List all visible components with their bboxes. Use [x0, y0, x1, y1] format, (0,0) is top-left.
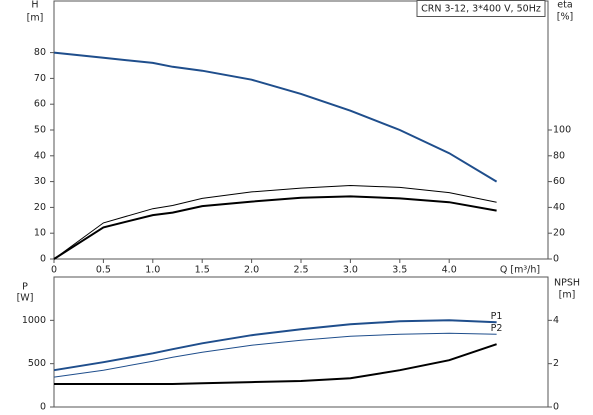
- x-tick-label: 2.5: [293, 265, 308, 276]
- y2-tick-label: 20: [553, 228, 565, 239]
- annotation: CRN 3-12, 3*400 V, 50Hz: [421, 4, 541, 15]
- y-tick-label: 500: [28, 358, 46, 369]
- y2-tick-label: 100: [553, 125, 571, 136]
- y-tick-label: 80: [34, 47, 46, 58]
- x-tick-label: 0: [51, 265, 57, 276]
- x-tick-label: 3.0: [343, 265, 358, 276]
- x-axis-label: Q [m³/h]: [500, 265, 540, 276]
- series-line: [53, 51, 498, 183]
- y-tick-label: 50: [34, 125, 46, 136]
- y2-tick-label: 0: [553, 254, 559, 265]
- y-axis-label: [m]: [27, 13, 44, 24]
- y-tick-label: 70: [34, 73, 46, 84]
- series-line: [53, 319, 497, 372]
- x-tick-label: 3.5: [392, 265, 407, 276]
- series-line: [53, 332, 497, 378]
- series-label: P1: [491, 311, 503, 322]
- y2-tick-label: 60: [553, 176, 565, 187]
- x-tick-label: 1.0: [145, 265, 160, 276]
- series-line: [54, 343, 497, 385]
- y-axis-label: H: [31, 0, 38, 11]
- y2-tick-label: 0: [553, 402, 559, 413]
- x-tick-label: 1.5: [195, 265, 210, 276]
- x-tick-label: 2.0: [244, 265, 259, 276]
- series-line: [53, 184, 497, 260]
- y-tick-label: 40: [34, 150, 46, 161]
- y2-axis-label: [%]: [557, 12, 573, 23]
- series-label: P2: [491, 323, 503, 334]
- series-line: [53, 195, 497, 260]
- y2-tick-label: 2: [553, 358, 559, 369]
- x-tick-label: 4.0: [442, 265, 457, 276]
- y2-tick-label: 4: [553, 315, 559, 326]
- y2-axis-label: NPSH: [554, 278, 580, 289]
- x-tick-label: 0.5: [96, 265, 111, 276]
- y2-axis-label: eta: [557, 0, 572, 11]
- y-tick-label: 10: [34, 228, 46, 239]
- y-tick-label: 0: [40, 402, 46, 413]
- y-tick-label: 0: [40, 254, 46, 265]
- y-tick-label: 1000: [22, 315, 46, 326]
- y-tick-label: 60: [34, 99, 46, 110]
- y2-tick-label: 80: [553, 150, 565, 161]
- y-tick-label: 30: [34, 176, 46, 187]
- y2-axis-label: [m]: [559, 290, 576, 301]
- y-axis-label: P: [22, 282, 28, 293]
- y-axis-label: [W]: [17, 293, 34, 304]
- plot-frame: [53, 276, 549, 408]
- y-tick-label: 20: [34, 202, 46, 213]
- annotation-box: [416, 0, 546, 17]
- y2-tick-label: 40: [553, 202, 565, 213]
